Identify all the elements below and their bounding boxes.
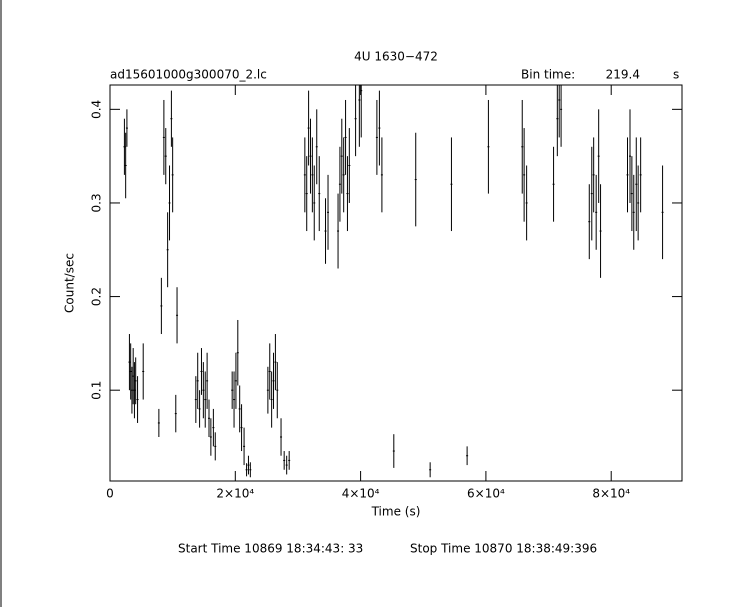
y-tick-label: 0.3 bbox=[90, 193, 104, 212]
y-axis-label: Count/sec bbox=[63, 253, 77, 313]
x-axis-label: Time (s) bbox=[371, 505, 421, 519]
y-tick-label: 0.1 bbox=[90, 381, 104, 400]
x-tick-label: 4×10⁴ bbox=[342, 487, 380, 501]
file-label: ad15601000g300070_2.lc bbox=[110, 68, 267, 82]
plot-frame bbox=[109, 84, 683, 482]
bin-time-value: 219.4 bbox=[606, 68, 640, 82]
chart-title: 4U 1630−472 bbox=[354, 50, 438, 64]
stop-time: Stop Time 10870 18:38:49:396 bbox=[410, 542, 597, 556]
start-time: Start Time 10869 18:34:43: 33 bbox=[178, 542, 363, 556]
x-tick-label: 6×10⁴ bbox=[467, 487, 505, 501]
x-tick-label: 8×10⁴ bbox=[592, 487, 630, 501]
y-tick-label: 0.2 bbox=[90, 287, 104, 306]
data-marks bbox=[123, 85, 664, 478]
bin-time-unit: s bbox=[673, 68, 679, 82]
y-tick-label: 0.4 bbox=[90, 100, 104, 119]
x-tick-label: 0 bbox=[106, 487, 114, 501]
x-tick-label: 2×10⁴ bbox=[216, 487, 254, 501]
bin-time-label: Bin time: bbox=[521, 68, 575, 82]
